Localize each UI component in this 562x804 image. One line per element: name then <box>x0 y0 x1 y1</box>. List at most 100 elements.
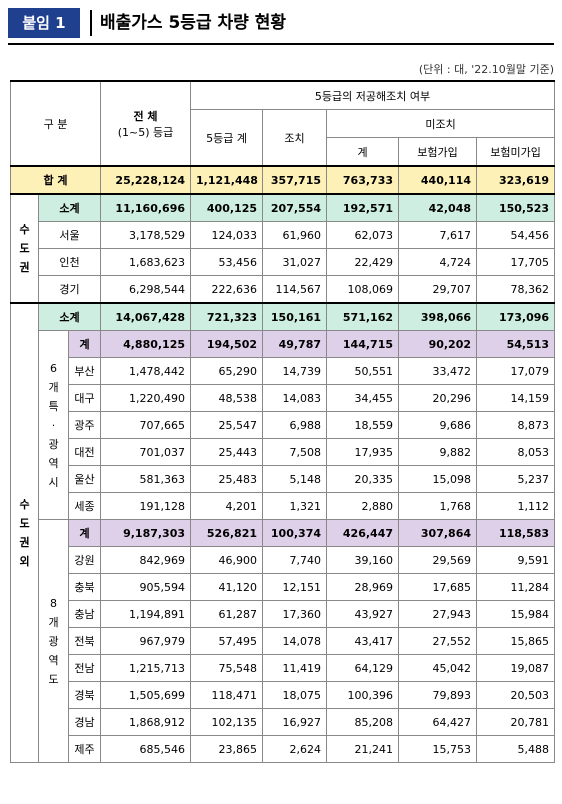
row-label: 대구 <box>67 384 102 412</box>
vertical-char: 광 <box>48 437 59 451</box>
table-cell: 19,087 <box>476 654 556 682</box>
table-cell: 18,075 <box>262 681 328 709</box>
table-cell: 34,455 <box>326 384 400 412</box>
table-cell: 398,066 <box>398 302 478 331</box>
table-cell: 108,069 <box>326 275 400 304</box>
vertical-char: 권 <box>19 536 30 549</box>
table-cell: 1,220,490 <box>100 384 192 412</box>
header-low-emission: 5등급의 저공해조치 여부 <box>190 80 556 110</box>
table-cell: 307,864 <box>398 519 478 547</box>
table-cell: 33,472 <box>398 357 478 385</box>
vertical-char: 외 <box>19 555 30 568</box>
table-row: 제주 685,546 23,865 2,624 21,241 15,753 5,488 <box>11 735 556 763</box>
table-cell: 75,548 <box>190 654 264 682</box>
table-cell: 9,686 <box>398 411 478 439</box>
table-cell: 39,160 <box>326 546 400 574</box>
capital-subtotal-row: 수 도 권 소계 11,160,696 400,125 207,554 192,571 42,0… <box>10 193 556 304</box>
table-cell: 17,079 <box>476 357 556 385</box>
table-row: 광주 707,665 25,547 6,988 18,559 9,686 8,873 <box>11 411 556 439</box>
table-cell: 18,559 <box>326 411 400 439</box>
table-body: 합 계 25,228,124 1,121,448 357,715 763,733 440,… <box>9 165 556 763</box>
table-cell: 64,427 <box>398 708 478 736</box>
table-cell: 2,880 <box>326 492 400 520</box>
table-cell: 41,120 <box>190 573 264 601</box>
table-cell: 15,098 <box>398 465 478 493</box>
table-cell: 48,538 <box>190 384 264 412</box>
table-cell: 2,624 <box>262 735 328 763</box>
table-cell: 581,363 <box>100 465 192 493</box>
table-cell: 6,988 <box>262 411 328 439</box>
table-cell: 426,447 <box>326 519 400 547</box>
vertical-char: 도 <box>19 517 30 530</box>
row-label: 충북 <box>67 573 102 601</box>
row-label: 경기 <box>37 275 102 304</box>
table-cell: 905,594 <box>100 573 192 601</box>
table-cell: 4,724 <box>398 248 478 276</box>
table-cell: 1,321 <box>262 492 328 520</box>
table-row: 대전 701,037 25,443 7,508 17,935 9,882 8,053 <box>11 438 556 466</box>
row-label: 부산 <box>67 357 102 385</box>
vertical-char: 시 <box>48 475 59 489</box>
table-cell: 17,685 <box>398 573 478 601</box>
table-cell: 15,865 <box>476 627 556 655</box>
table-row: 강원 842,969 46,900 7,740 39,160 29,569 9,591 <box>11 546 556 574</box>
table-cell: 1,112 <box>476 492 556 520</box>
table-cell: 42,048 <box>398 193 478 222</box>
table-cell: 701,037 <box>100 438 192 466</box>
table-cell: 967,979 <box>100 627 192 655</box>
table-cell: 14,739 <box>262 357 328 385</box>
table-cell: 17,935 <box>326 438 400 466</box>
header-measure: 조치 <box>262 109 328 167</box>
table-cell: 64,129 <box>326 654 400 682</box>
table-cell: 22,429 <box>326 248 400 276</box>
row-label: 합 계 <box>9 165 102 195</box>
table-cell: 7,740 <box>262 546 328 574</box>
table-cell: 14,078 <box>262 627 328 655</box>
table-cell: 54,456 <box>476 221 556 249</box>
table-cell: 9,591 <box>476 546 556 574</box>
table-cell: 78,362 <box>476 275 556 304</box>
table-cell: 7,617 <box>398 221 478 249</box>
table-row: 전남 1,215,713 75,548 11,419 64,129 45,042 19,08… <box>11 654 556 682</box>
table-cell: 144,715 <box>326 330 400 358</box>
table-cell: 53,456 <box>190 248 264 276</box>
table-cell: 85,208 <box>326 708 400 736</box>
row-label: 전북 <box>67 627 102 655</box>
vertical-char: 도 <box>19 242 30 255</box>
table-row: 전북 967,979 57,495 14,078 43,417 27,552 15,865 <box>11 627 556 655</box>
unit-note: (단위 : 대, '22.10월말 기준) <box>418 63 554 76</box>
row-label: 경북 <box>67 681 102 709</box>
table-cell: 29,707 <box>398 275 478 304</box>
header-total: 전 체 (1~5) 등급 <box>100 80 192 167</box>
metro-total-row: 6 개 특 · 광 역 시 계 4,880,125 194,502 49,787 144,715 90,… <box>11 330 556 520</box>
title-underline <box>8 43 554 45</box>
table-cell: 14,159 <box>476 384 556 412</box>
table-cell: 62,073 <box>326 221 400 249</box>
vehicle-status-table: 구 분 전 체 (1~5) 등급 5등급의 저공해조치 여부 5등급 계 조치 … <box>9 80 556 763</box>
table-row: 세종 191,128 4,201 1,321 2,880 1,768 1,112 <box>11 492 556 520</box>
table-cell: 191,128 <box>100 492 192 520</box>
table-cell: 8,873 <box>476 411 556 439</box>
vertical-char: 수 <box>19 498 30 511</box>
table-cell: 17,360 <box>262 600 328 628</box>
table-cell: 28,969 <box>326 573 400 601</box>
vertical-char: 도 <box>48 672 59 686</box>
table-cell: 61,287 <box>190 600 264 628</box>
table-cell: 400,125 <box>190 193 264 222</box>
table-cell: 3,178,529 <box>100 221 192 249</box>
table-cell: 5,148 <box>262 465 328 493</box>
table-cell: 4,201 <box>190 492 264 520</box>
table-cell: 100,396 <box>326 681 400 709</box>
header-total-label: 전 체 <box>133 109 158 123</box>
table-cell: 5,488 <box>476 735 556 763</box>
table-cell: 46,900 <box>190 546 264 574</box>
row-label: 울산 <box>67 465 102 493</box>
table-cell: 173,096 <box>476 302 556 331</box>
row-label: 계 <box>67 330 102 358</box>
table-cell: 11,419 <box>262 654 328 682</box>
table-row: 경기 6,298,544 222,636 114,567 108,069 29,707 78… <box>11 275 556 304</box>
header-total-sub: (1~5) 등급 <box>117 125 174 139</box>
table-cell: 49,787 <box>262 330 328 358</box>
table-cell: 43,417 <box>326 627 400 655</box>
